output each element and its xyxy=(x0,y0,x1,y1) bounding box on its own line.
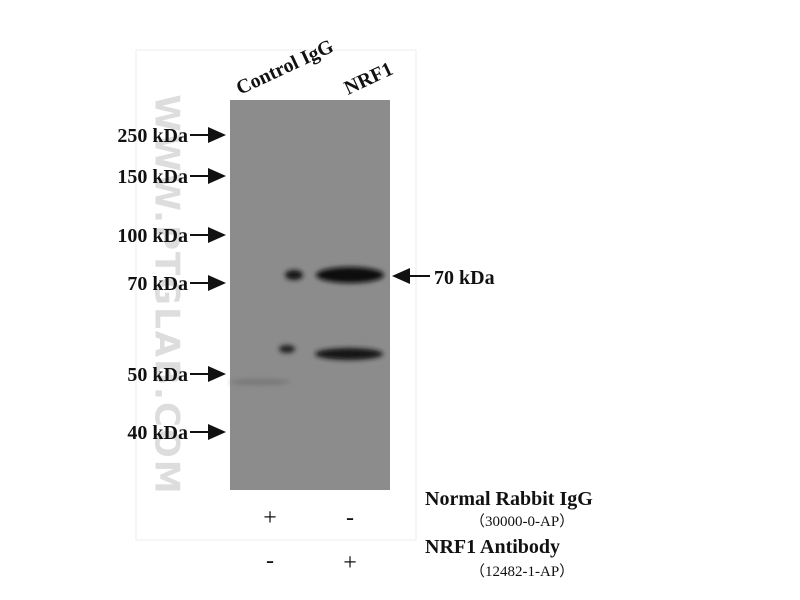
catalog: （12482-1-AP） xyxy=(470,563,574,580)
marker-label: 40 kDa xyxy=(127,422,188,444)
band xyxy=(315,348,383,360)
watermark: WWW.PTGLAB.COM xyxy=(147,94,187,495)
band xyxy=(279,345,295,353)
sign: + xyxy=(343,550,357,576)
marker-label: 50 kDa xyxy=(127,364,188,386)
band-label: 70 kDa xyxy=(434,267,495,289)
sign: - xyxy=(266,548,274,574)
condition-name: NRF1 Antibody xyxy=(425,536,560,558)
bands xyxy=(230,267,384,385)
band xyxy=(316,267,384,283)
marker-label: 100 kDa xyxy=(117,225,188,247)
sign: + xyxy=(263,505,277,531)
catalog: （30000-0-AP） xyxy=(470,513,574,530)
marker-label: 250 kDa xyxy=(117,125,188,147)
marker-label: 70 kDa xyxy=(127,273,188,295)
band xyxy=(285,270,303,280)
sign: - xyxy=(346,505,354,531)
band xyxy=(230,379,290,385)
frame xyxy=(135,49,417,541)
marker-label: 150 kDa xyxy=(117,166,188,188)
blot xyxy=(230,100,390,490)
condition-name: Normal Rabbit IgG xyxy=(425,488,593,510)
markers: 250 kDa 150 kDa 100 kDa 70 kDa 50 kDa 40 kDa xyxy=(117,125,226,444)
